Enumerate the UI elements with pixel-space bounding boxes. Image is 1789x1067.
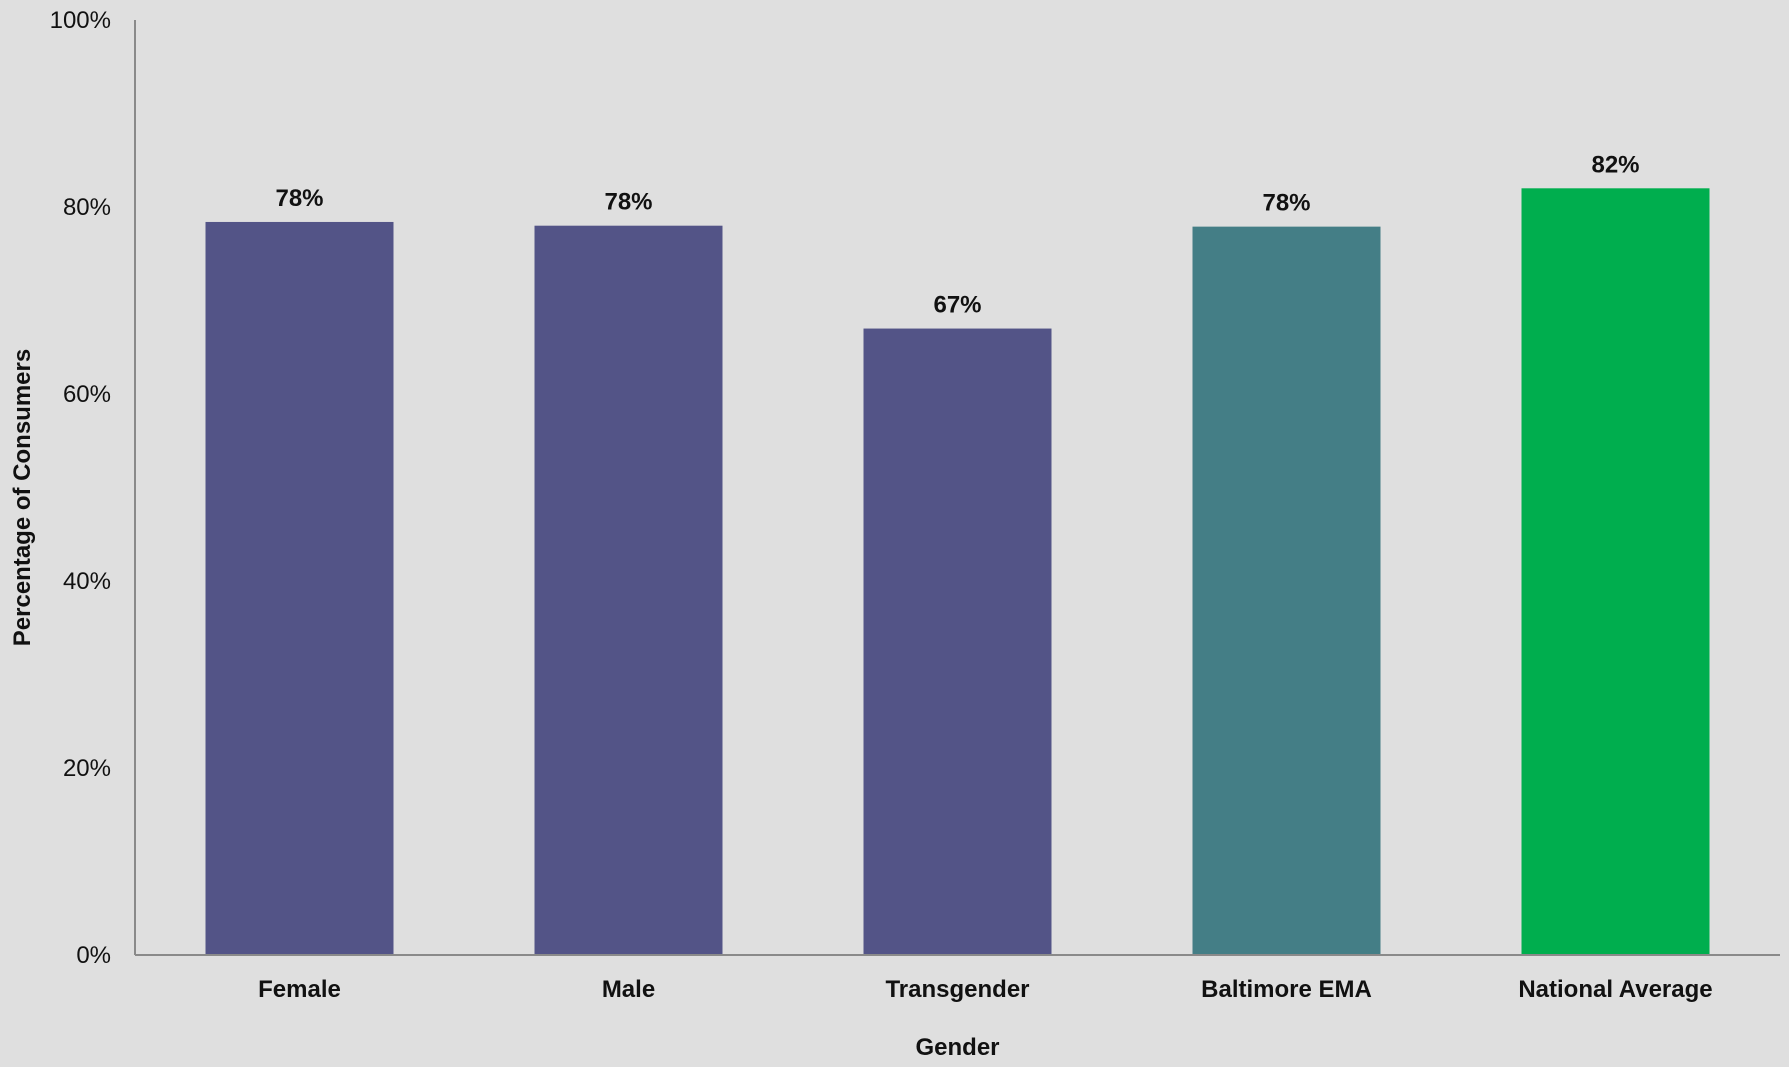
- data-label-female: 78%: [275, 185, 323, 212]
- bar-female: [205, 221, 394, 955]
- y-tick-label: 40%: [63, 568, 111, 595]
- labels-layer: 78% Female 78% Male 67% Transgender 78% Baltimo…: [50, 7, 1713, 1003]
- bar-baltimore-ema: [1192, 226, 1381, 955]
- bar-national-average: [1521, 188, 1710, 956]
- y-tick-label: 80%: [63, 194, 111, 221]
- x-tick-label-baltimore-ema: Baltimore EMA: [1201, 976, 1372, 1003]
- bars-layer: [205, 188, 1710, 956]
- y-axis-title: Percentage of Consumers: [9, 349, 36, 646]
- data-label-transgender: 67%: [933, 292, 981, 319]
- data-label-national-average: 82%: [1591, 151, 1639, 178]
- x-tick-label-male: Male: [602, 976, 655, 1003]
- bar-transgender: [863, 328, 1052, 955]
- axes-layer: [134, 20, 1780, 956]
- x-tick-label-transgender: Transgender: [885, 976, 1029, 1003]
- x-tick-label-female: Female: [258, 976, 341, 1003]
- data-label-baltimore-ema: 78%: [1262, 190, 1310, 217]
- x-axis-title: Gender: [915, 1034, 999, 1061]
- y-tick-label: 0%: [76, 942, 111, 969]
- x-tick-label-national-average: National Average: [1518, 976, 1712, 1003]
- y-tick-label: 60%: [63, 381, 111, 408]
- y-tick-label: 20%: [63, 755, 111, 782]
- data-label-male: 78%: [604, 189, 652, 216]
- y-tick-label: 100%: [50, 7, 111, 34]
- bar-male: [534, 225, 723, 955]
